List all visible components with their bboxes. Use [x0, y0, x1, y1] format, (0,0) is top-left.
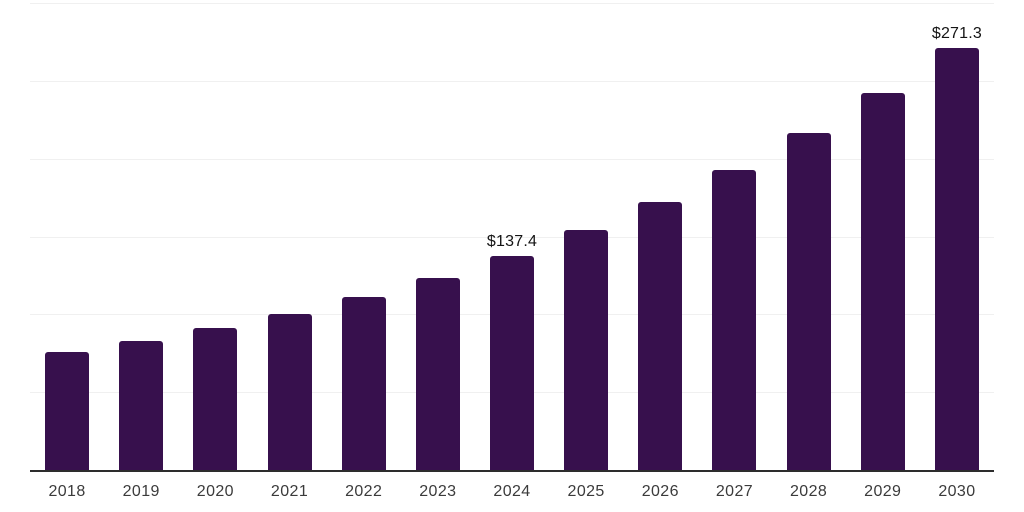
x-tick-2018: 2018 [48, 483, 86, 500]
gridline-300 [30, 3, 994, 4]
bar-2029 [860, 93, 905, 470]
plot-area: $137.4 $271.3 [30, 0, 994, 470]
x-tick-2029: 2029 [864, 483, 902, 500]
x-tick-2022: 2022 [345, 483, 383, 500]
x-tick-2026: 2026 [641, 483, 679, 500]
bar-2028 [786, 133, 831, 470]
x-tick-2021: 2021 [270, 483, 309, 500]
bar-2021 [267, 313, 312, 470]
x-tick-2030: 2030 [938, 483, 976, 500]
x-tick-2023: 2023 [419, 483, 457, 500]
x-axis-labels: 2018 2019 2020 2021 2022 2023 2024 2025 2026 2027… [30, 482, 994, 502]
gridline-150 [30, 236, 994, 238]
x-tick-2024: 2024 [493, 483, 531, 500]
bar-2020 [193, 327, 238, 470]
bar-2018 [45, 351, 90, 470]
gridline-250 [30, 80, 994, 82]
x-axis-line [30, 470, 994, 472]
bar-value-label-2024: $137.4 [486, 233, 538, 251]
x-tick-2020: 2020 [196, 483, 234, 500]
bar-2024 [490, 256, 534, 470]
x-tick-2027: 2027 [715, 483, 754, 500]
bar-2026 [638, 201, 683, 470]
x-tick-2028: 2028 [790, 483, 828, 500]
x-tick-2019: 2019 [122, 483, 160, 500]
x-tick-2025: 2025 [567, 483, 605, 500]
bar-2027 [712, 169, 757, 470]
bar-2030 [934, 47, 979, 470]
bar-value-label-2030: $271.3 [931, 24, 982, 42]
gridline-200 [30, 158, 994, 160]
bar-2019 [119, 340, 164, 470]
bar-2022 [341, 296, 386, 470]
bar-2025 [564, 230, 609, 470]
bar-2023 [415, 277, 460, 470]
